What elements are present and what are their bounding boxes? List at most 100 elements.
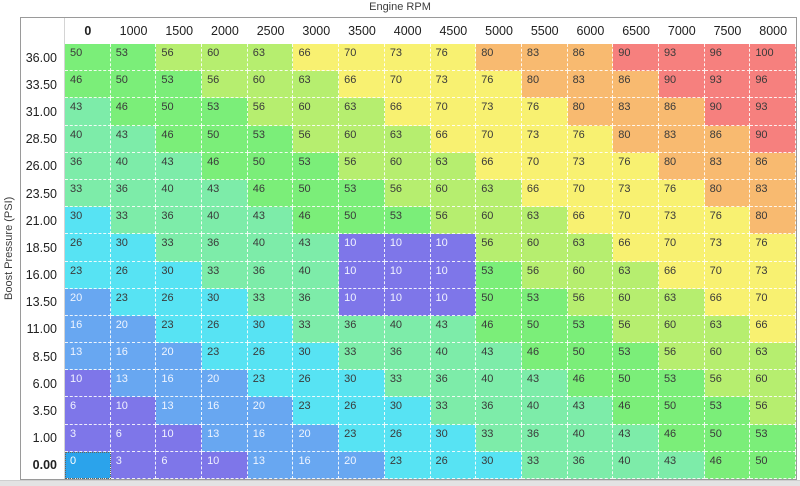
map-cell[interactable]: 53 <box>658 370 705 398</box>
map-cell[interactable]: 70 <box>704 261 751 289</box>
map-cell[interactable]: 23 <box>110 288 157 316</box>
map-cell[interactable]: 40 <box>613 451 659 479</box>
map-cell[interactable]: 40 <box>567 424 614 452</box>
map-cell[interactable]: 46 <box>110 98 157 126</box>
map-cell[interactable]: 80 <box>750 207 796 235</box>
map-cell[interactable]: 50 <box>247 152 294 180</box>
map-cell[interactable]: 43 <box>613 424 659 452</box>
map-cell[interactable]: 66 <box>704 288 751 316</box>
map-cell[interactable]: 50 <box>567 343 614 371</box>
map-cell[interactable]: 80 <box>521 71 568 99</box>
map-cell[interactable]: 56 <box>521 261 568 289</box>
map-cell[interactable]: 60 <box>567 261 614 289</box>
map-cell[interactable]: 96 <box>750 71 796 99</box>
map-cell[interactable]: 66 <box>567 207 614 235</box>
map-cell[interactable]: 46 <box>293 207 340 235</box>
map-cell[interactable]: 80 <box>704 179 751 208</box>
map-cell[interactable]: 60 <box>704 343 751 371</box>
map-cell[interactable]: 50 <box>613 370 659 398</box>
map-cell[interactable]: 76 <box>613 152 659 180</box>
map-cell[interactable]: 53 <box>202 98 248 126</box>
map-cell[interactable]: 26 <box>65 234 111 262</box>
map-cell[interactable]: 33 <box>384 370 431 398</box>
map-cell[interactable]: 36 <box>293 288 340 316</box>
map-cell[interactable]: 40 <box>293 261 340 289</box>
map-cell[interactable]: 63 <box>247 44 294 72</box>
map-cell[interactable]: 16 <box>65 315 111 344</box>
map-cell[interactable]: 10 <box>384 288 431 316</box>
map-cell[interactable]: 46 <box>476 315 522 344</box>
map-cell[interactable]: 33 <box>110 207 157 235</box>
map-cell[interactable]: 96 <box>704 44 751 72</box>
map-cell[interactable]: 10 <box>156 424 203 452</box>
map-cell[interactable]: 76 <box>704 207 751 235</box>
map-cell[interactable]: 53 <box>750 424 796 452</box>
map-cell[interactable]: 73 <box>750 261 796 289</box>
map-cell[interactable]: 30 <box>247 315 294 344</box>
row-header-0.00psi[interactable]: 0.00 <box>21 451 65 479</box>
map-cell[interactable]: 33 <box>521 451 568 479</box>
map-cell[interactable]: 30 <box>430 424 477 452</box>
map-cell[interactable]: 33 <box>65 179 111 208</box>
map-cell[interactable]: 60 <box>658 315 705 344</box>
map-cell[interactable]: 43 <box>567 397 614 425</box>
map-cell[interactable]: 50 <box>156 98 203 126</box>
map-cell[interactable]: 20 <box>247 397 294 425</box>
map-cell[interactable]: 56 <box>613 315 659 344</box>
row-header-21.00psi[interactable]: 21.00 <box>21 207 65 235</box>
map-cell[interactable]: 16 <box>202 397 248 425</box>
map-cell[interactable]: 56 <box>156 44 203 72</box>
map-cell[interactable]: 30 <box>384 397 431 425</box>
map-cell[interactable]: 76 <box>658 179 705 208</box>
map-cell[interactable]: 43 <box>156 152 203 180</box>
map-cell[interactable]: 23 <box>156 315 203 344</box>
map-cell[interactable]: 3 <box>110 451 157 479</box>
map-cell[interactable]: 46 <box>156 125 203 153</box>
row-header-8.50psi[interactable]: 8.50 <box>21 343 65 371</box>
map-cell[interactable]: 56 <box>430 207 477 235</box>
column-header-1500rpm[interactable]: 1500 <box>156 18 203 44</box>
map-cell[interactable]: 86 <box>750 152 796 180</box>
map-cell[interactable]: 90 <box>658 71 705 99</box>
map-cell[interactable]: 70 <box>476 125 522 153</box>
row-header-1.00psi[interactable]: 1.00 <box>21 424 65 452</box>
map-cell[interactable]: 13 <box>65 343 111 371</box>
map-cell[interactable]: 10 <box>339 288 385 316</box>
map-cell[interactable]: 13 <box>110 370 157 398</box>
map-cell[interactable]: 6 <box>110 424 157 452</box>
column-header-7000rpm[interactable]: 7000 <box>658 18 705 44</box>
map-cell[interactable]: 43 <box>110 125 157 153</box>
map-cell[interactable]: 86 <box>658 98 705 126</box>
map-cell[interactable]: 26 <box>202 315 248 344</box>
map-cell[interactable]: 83 <box>750 179 796 208</box>
map-cell[interactable]: 23 <box>247 370 294 398</box>
map-cell[interactable]: 93 <box>704 71 751 99</box>
map-cell[interactable]: 43 <box>521 370 568 398</box>
map-cell[interactable]: 13 <box>202 424 248 452</box>
map-cell[interactable]: 90 <box>750 125 796 153</box>
map-cell[interactable]: 70 <box>750 288 796 316</box>
map-cell[interactable]: 33 <box>202 261 248 289</box>
map-cell[interactable]: 46 <box>202 152 248 180</box>
map-cell[interactable]: 50 <box>704 424 751 452</box>
bottom-scrollbar-track[interactable] <box>0 480 800 486</box>
column-header-5000rpm[interactable]: 5000 <box>476 18 522 44</box>
column-header-3500rpm[interactable]: 3500 <box>339 18 385 44</box>
map-cell[interactable]: 20 <box>156 343 203 371</box>
map-cell[interactable]: 60 <box>384 152 431 180</box>
map-cell[interactable]: 73 <box>476 98 522 126</box>
map-cell[interactable]: 36 <box>384 343 431 371</box>
map-cell[interactable]: 80 <box>476 44 522 72</box>
map-cell[interactable]: 23 <box>293 397 340 425</box>
map-cell[interactable]: 43 <box>247 207 294 235</box>
map-cell[interactable]: 6 <box>65 397 111 425</box>
map-cell[interactable]: 30 <box>156 261 203 289</box>
map-cell[interactable]: 56 <box>750 397 796 425</box>
map-cell[interactable]: 46 <box>247 179 294 208</box>
map-cell[interactable]: 10 <box>430 288 477 316</box>
map-cell[interactable]: 76 <box>521 98 568 126</box>
map-cell[interactable]: 56 <box>384 179 431 208</box>
map-cell[interactable]: 26 <box>247 343 294 371</box>
map-cell[interactable]: 50 <box>658 397 705 425</box>
map-cell[interactable]: 40 <box>156 179 203 208</box>
